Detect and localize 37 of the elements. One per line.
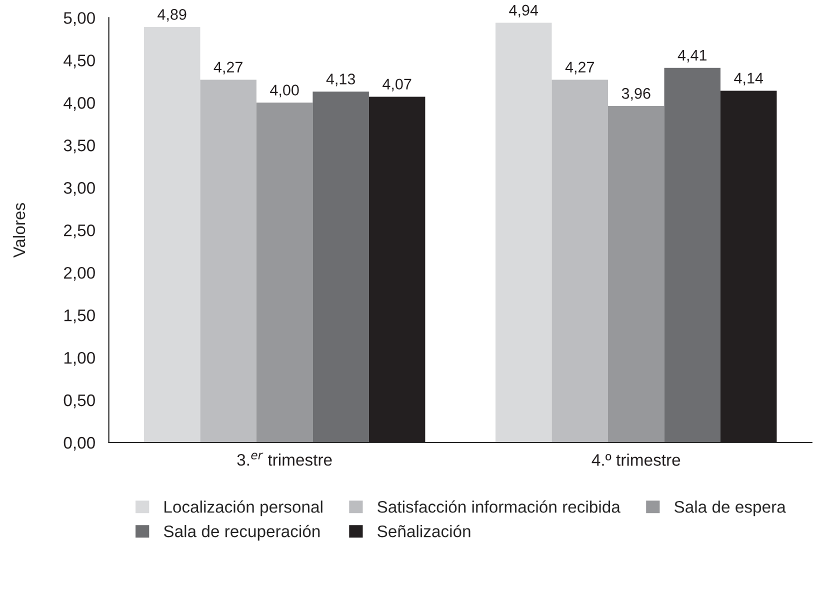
y-tick-label: 0,50	[64, 394, 95, 408]
legend-label: Señalización	[378, 524, 470, 538]
data-label: 3,96	[622, 88, 650, 101]
bar	[496, 22, 552, 442]
data-label: 4,94	[509, 4, 538, 18]
y-tick-label: 4,50	[64, 54, 95, 68]
y-tick-label: 5,00	[64, 12, 95, 26]
bar	[312, 92, 369, 442]
y-tick-label: 4,00	[64, 97, 95, 111]
data-label: 4,27	[214, 62, 242, 74]
x-tick-label: 4.º trimestre	[592, 454, 680, 466]
y-tick-label: 2,50	[64, 224, 95, 238]
data-label: 4,07	[382, 78, 412, 92]
bar	[552, 80, 608, 442]
data-label: 4,00	[270, 84, 299, 98]
y-axis-title: Valores	[12, 203, 26, 258]
data-label: 4,41	[678, 50, 706, 62]
y-tick-label: 3,00	[64, 182, 95, 196]
data-label: 4,27	[565, 62, 594, 74]
x-tick-label: 3.$^{er}$ trimestre	[237, 452, 332, 466]
legend-label: Sala de espera	[674, 500, 786, 516]
y-tick-label: 1,00	[64, 352, 95, 366]
data-label: 4,14	[734, 72, 764, 86]
y-tick-label: 2,00	[64, 266, 95, 281]
bar	[608, 106, 664, 442]
legend-label: Sala de recuperación	[164, 524, 320, 541]
y-tick-label: 1,50	[64, 309, 95, 324]
bar	[256, 102, 313, 442]
data-label: 4,89	[158, 9, 186, 22]
y-tick-label: 3,50	[64, 140, 95, 154]
data-label: 4,13	[326, 74, 356, 86]
bar	[144, 27, 200, 442]
bar	[664, 68, 720, 442]
legend-label: Localización personal	[164, 500, 322, 516]
y-tick-label: 0,00	[64, 436, 95, 451]
legend-label: Satisfacción información recibida	[378, 500, 620, 513]
bar	[200, 80, 256, 442]
